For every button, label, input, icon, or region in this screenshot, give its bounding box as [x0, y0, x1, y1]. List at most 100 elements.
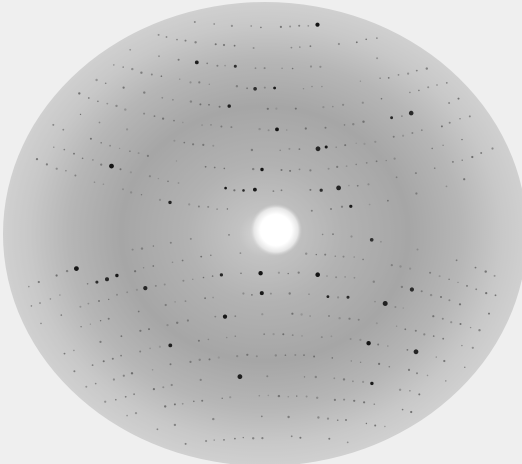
- diffraction-spot: [166, 324, 168, 326]
- diffraction-spot: [129, 150, 131, 152]
- diffraction-spot: [170, 242, 172, 244]
- diffraction-spot: [162, 386, 164, 388]
- diffraction-spot: [307, 25, 309, 27]
- diffraction-spot: [138, 311, 140, 313]
- diffraction-spot: [143, 267, 144, 268]
- diffraction-spot: [250, 25, 252, 27]
- diffraction-spot: [256, 355, 258, 357]
- diffraction-spot: [358, 319, 360, 321]
- diffraction-spot: [387, 345, 389, 347]
- diffraction-spot: [236, 85, 238, 87]
- diffraction-spot: [330, 208, 332, 210]
- diffraction-spot: [345, 419, 347, 421]
- diffraction-spot: [270, 293, 272, 295]
- diffraction-spot: [374, 403, 376, 405]
- diffraction-spot: [208, 339, 210, 341]
- diffraction-spot: [226, 337, 228, 339]
- diffraction-spot: [355, 164, 357, 166]
- diffraction-spot: [431, 148, 433, 150]
- diffraction-spot: [436, 84, 438, 86]
- diffraction-spot: [469, 115, 471, 117]
- diffraction-spot: [495, 294, 497, 296]
- diffraction-spot: [407, 73, 409, 75]
- diffraction-spot: [223, 44, 225, 46]
- diffraction-spot: [282, 333, 284, 335]
- diffraction-spot: [264, 67, 266, 69]
- diffraction-spot: [366, 423, 367, 424]
- diffraction-spot: [456, 259, 458, 261]
- diffraction-spot: [231, 25, 233, 27]
- diffraction-spot: [441, 125, 443, 127]
- diffraction-spot: [459, 303, 461, 305]
- diffraction-spot: [346, 165, 348, 167]
- diffraction-spot: [442, 338, 444, 340]
- diffraction-spot: [159, 199, 161, 201]
- diffraction-spot: [415, 330, 417, 332]
- diffraction-spot: [120, 355, 122, 357]
- diffraction-spot: [352, 123, 354, 125]
- diffraction-spot: [299, 169, 301, 171]
- diffraction-spot: [56, 274, 58, 276]
- diffraction-spot: [350, 338, 352, 340]
- diffraction-spot: [132, 249, 134, 251]
- diffraction-spot: [452, 161, 454, 163]
- diffraction-spot: [98, 300, 100, 302]
- diffraction-spot: [328, 168, 330, 170]
- diffraction-spot: [108, 299, 109, 300]
- diffraction-spot: [449, 122, 451, 124]
- diffraction-spot: [336, 186, 341, 191]
- diffraction-spot: [344, 124, 346, 126]
- diffraction-spot: [220, 273, 223, 276]
- diffraction-spot: [153, 388, 155, 390]
- diffraction-spot: [165, 304, 167, 306]
- diffraction-spot: [224, 65, 226, 67]
- diffraction-spot: [224, 187, 227, 190]
- diffraction-spot: [376, 160, 378, 162]
- diffraction-spot: [359, 339, 361, 341]
- diffraction-spot: [74, 175, 76, 177]
- diffraction-spot: [185, 40, 187, 42]
- diffraction-spot: [185, 300, 187, 302]
- diffraction-spot: [189, 361, 191, 363]
- diffraction-spot: [362, 381, 364, 383]
- diffraction-spot: [461, 345, 462, 346]
- diffraction-spot: [155, 285, 157, 287]
- diffraction-spot: [161, 97, 163, 99]
- diffraction-spot: [119, 148, 120, 149]
- diffraction-spot: [347, 442, 349, 444]
- diffraction-spot: [179, 78, 181, 80]
- diffraction-spot: [141, 194, 142, 195]
- diffraction-spot: [298, 25, 300, 27]
- diffraction-spot: [410, 287, 414, 291]
- diffraction-spot: [40, 323, 42, 325]
- diffraction-spot: [194, 41, 196, 43]
- diffraction-spot: [82, 158, 84, 160]
- diffraction-spot: [289, 170, 291, 172]
- diffraction-spot: [202, 144, 204, 146]
- diffraction-spot: [131, 372, 133, 374]
- diffraction-spot: [374, 301, 376, 303]
- diffraction-spot: [328, 438, 330, 440]
- diffraction-spot: [442, 318, 444, 320]
- diffraction-spot: [363, 143, 365, 145]
- diffraction-spot: [332, 233, 334, 235]
- diffraction-spot: [92, 364, 94, 366]
- diffraction-spot: [367, 183, 369, 185]
- diffraction-spot: [184, 142, 186, 144]
- diffraction-spot: [316, 397, 318, 399]
- diffraction-spot: [333, 377, 335, 379]
- diffraction-spot: [174, 424, 176, 426]
- diffraction-spot: [475, 267, 477, 269]
- diffraction-spot: [158, 55, 160, 57]
- diffraction-spot: [134, 270, 136, 272]
- diffraction-spot: [173, 140, 175, 142]
- diffraction-spot: [360, 362, 361, 363]
- diffraction-spot: [94, 181, 96, 183]
- diffraction-spot: [461, 139, 462, 140]
- diffraction-spot: [143, 113, 145, 115]
- diffraction-spot: [208, 104, 210, 106]
- diffraction-spot: [190, 238, 192, 240]
- diffraction-spot: [216, 65, 218, 67]
- diffraction-spot: [99, 341, 101, 343]
- diffraction-spot: [374, 141, 376, 143]
